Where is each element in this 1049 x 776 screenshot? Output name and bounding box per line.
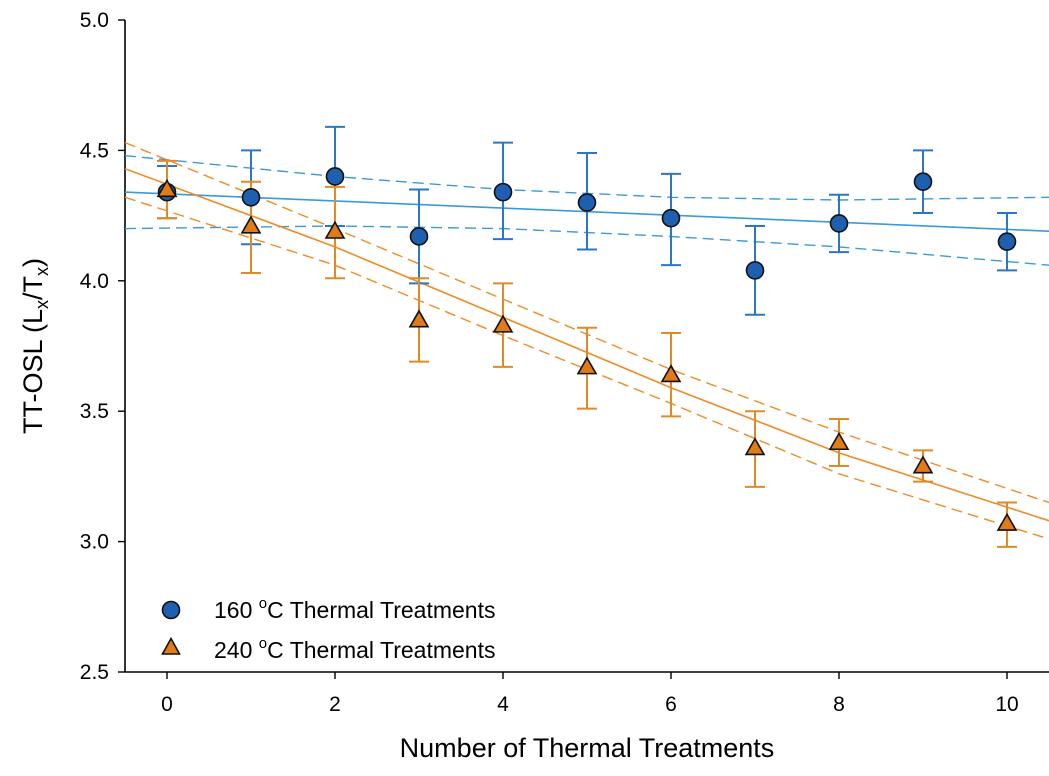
point-160 [493, 182, 513, 202]
x-tick-label: 4 [497, 693, 509, 716]
y-axis-title-sub1: x [32, 300, 52, 309]
point-160 [661, 208, 681, 228]
y-axis-title-mid: /T [18, 276, 48, 300]
y-tick-label: 4.0 [80, 270, 109, 293]
y-axis-title-sub2: x [32, 267, 52, 276]
y-axis-title-main: TT-OSL (L [18, 309, 48, 434]
point-240 [912, 455, 934, 474]
y-ticks: 2.5 3.0 3.5 4.0 4.5 5.0 [80, 9, 125, 684]
point-240 [324, 220, 346, 239]
y-tick-label: 3.0 [80, 531, 109, 554]
x-axis-title: Number of Thermal Treatments [400, 733, 775, 763]
legend-label-240: 240 oC Thermal Treatments [214, 635, 495, 663]
point-160 [409, 227, 429, 246]
legend-label-240-suffix: C Thermal Treatments [267, 637, 495, 663]
point-240 [156, 178, 178, 198]
point-160 [913, 172, 933, 191]
y-tick-label: 3.5 [80, 400, 109, 423]
y-tick-label: 5.0 [80, 9, 109, 32]
x-ticks: 0 2 4 6 8 10 [161, 672, 1019, 716]
legend-label-240-sup: o [259, 635, 267, 652]
legend-circle-marker [161, 600, 181, 620]
point-240 [492, 314, 514, 333]
point-160 [745, 261, 765, 280]
legend-item-240: 240 oC Thermal Treatments [161, 635, 495, 663]
legend-label-240-prefix: 240 [214, 637, 259, 663]
legend-triangle-marker [161, 636, 181, 655]
point-240 [996, 512, 1018, 531]
legend-label-160-sup: o [259, 595, 267, 612]
legend-label-160: 160 oC Thermal Treatments [214, 595, 495, 623]
point-160 [241, 188, 261, 207]
point-240 [660, 364, 682, 383]
legend-label-160-prefix: 160 [214, 597, 259, 623]
plot-area [124, 20, 1049, 673]
x-tick-label: 6 [665, 693, 677, 716]
y-axis-title: TT-OSL (Lx/Tx) [18, 258, 52, 434]
point-160 [577, 193, 597, 212]
y-tick-label: 2.5 [80, 661, 109, 684]
x-tick-label: 2 [329, 693, 341, 716]
point-240 [744, 437, 766, 456]
point-160 [829, 214, 849, 233]
error-bars [157, 125, 1017, 548]
point-240 [408, 309, 430, 328]
data-markers [156, 167, 1018, 531]
point-160 [997, 232, 1017, 251]
point-240 [240, 215, 262, 234]
y-tick-label: 4.5 [80, 139, 109, 162]
y-axis-title-end: ) [18, 258, 48, 267]
point-240 [828, 431, 850, 451]
legend: 160 oC Thermal Treatments 240 oC Thermal… [161, 595, 495, 663]
point-240 [576, 356, 598, 375]
x-tick-label: 0 [161, 693, 173, 716]
x-tick-label: 10 [995, 693, 1018, 716]
legend-item-160: 160 oC Thermal Treatments [161, 595, 495, 623]
point-160 [325, 167, 345, 186]
legend-label-160-suffix: C Thermal Treatments [267, 597, 495, 623]
x-tick-label: 8 [833, 693, 845, 716]
